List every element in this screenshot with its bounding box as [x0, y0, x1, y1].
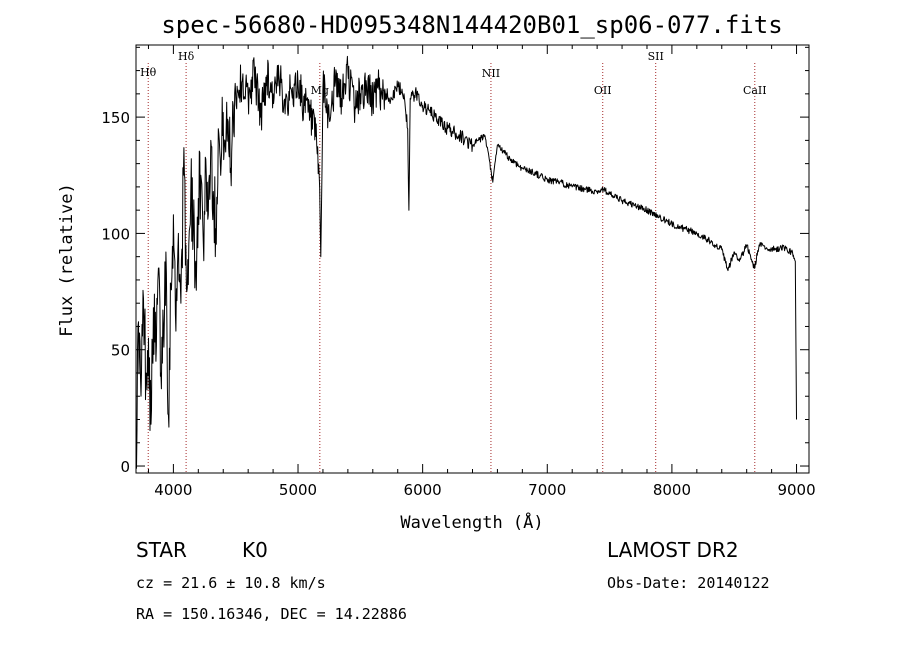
x-tick-label: 6000: [404, 481, 442, 499]
y-tick-label: 100: [101, 225, 130, 243]
redshift-text: cz = 21.6 ± 10.8 km/s: [136, 574, 326, 592]
x-tick-label: 8000: [653, 481, 691, 499]
chart-title: spec-56680-HD095348N144420B01_sp06-077.f…: [161, 11, 782, 39]
y-tick-label: 150: [101, 109, 130, 127]
spectral-line-markers: [147, 63, 756, 473]
spectral-line-label: CaII: [743, 84, 767, 97]
spectral-line-label: Hδ: [178, 50, 195, 63]
y-tick-label: 50: [111, 342, 130, 360]
object-class: STAR: [136, 538, 187, 562]
object-subclass: K0: [242, 538, 268, 562]
spectrum-line: [135, 55, 797, 469]
y-tick-label: 0: [120, 458, 130, 476]
spectrum-series: [135, 55, 797, 469]
x-axis-label: Wavelength (Å): [400, 511, 543, 533]
spectral-line-labels: Hθ Hδ Mg NII OII SII CaII: [140, 50, 767, 97]
x-tick-label: 9000: [777, 481, 815, 499]
spectral-line-label: NII: [482, 67, 500, 80]
spectral-line-label: Mg: [311, 84, 329, 97]
y-axis-ticks: 0 50 100 150: [101, 46, 809, 476]
obs-date-text: Obs-Date: 20140122: [607, 574, 770, 592]
survey-name: LAMOST DR2: [607, 538, 739, 562]
x-tick-label: 7000: [528, 481, 566, 499]
x-axis-ticks: 4000 5000 6000 7000 8000 9000: [147, 45, 816, 499]
coordinates-text: RA = 150.16346, DEC = 14.22886: [136, 605, 407, 623]
x-tick-label: 5000: [279, 481, 317, 499]
y-axis-label: Flux (relative): [57, 183, 77, 337]
spectral-line-label: SII: [648, 50, 664, 63]
x-tick-label: 4000: [154, 481, 192, 499]
spectral-line-label: OII: [594, 84, 612, 97]
spectral-line-label: Hθ: [140, 66, 157, 79]
